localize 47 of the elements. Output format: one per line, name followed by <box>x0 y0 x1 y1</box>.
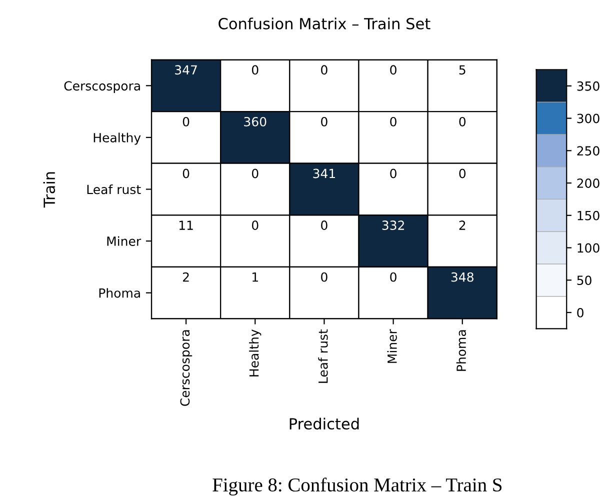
data-label: 0 <box>459 116 466 126</box>
data-label: 0 <box>321 220 328 230</box>
data-label: 0 <box>182 116 190 126</box>
data-label: 5 <box>459 65 466 75</box>
y-tick-label: Cerscospora <box>64 81 140 94</box>
data-label: 341 <box>313 168 335 178</box>
data-label: 0 <box>459 168 466 178</box>
data-label: 0 <box>390 65 396 75</box>
color-bar-label: 100 <box>578 243 600 253</box>
x-axis-title: Predicted <box>290 418 359 430</box>
x-tick-label: Healthy <box>249 330 262 376</box>
data-label: 0 <box>252 168 258 178</box>
chart-title: Confusion Matrix – Train Set <box>218 18 430 30</box>
x-tick-label: Cerscospora <box>180 330 192 406</box>
y-axis-title: Train <box>43 172 56 208</box>
color-bar-label: 300 <box>577 114 600 124</box>
y-tick-label: Leaf rust <box>87 184 141 194</box>
x-tick-label: Phoma <box>456 330 466 371</box>
data-label: 1 <box>252 272 258 282</box>
data-label: 0 <box>321 272 328 282</box>
color-bar-label: 50 <box>577 276 592 286</box>
x-tick-label: Miner <box>387 329 397 363</box>
data-label: 360 <box>244 116 266 126</box>
color-bar-label: 150 <box>578 210 600 220</box>
data-label: 332 <box>382 220 404 230</box>
x-tick-label: Leaf rust <box>318 329 328 383</box>
y-tick-label: Phoma <box>99 288 140 298</box>
data-label: 2 <box>459 220 466 230</box>
data-label: 0 <box>321 116 328 126</box>
data-label: 0 <box>390 272 396 282</box>
caption: Figure 8: Confusion Matrix – Train S <box>212 478 502 496</box>
data-label: 0 <box>390 116 396 126</box>
y-tick-label: Miner <box>107 236 142 246</box>
color-bar-label: 350 <box>577 81 600 91</box>
data-label: 11 <box>179 220 193 230</box>
data-label: 0 <box>252 220 258 230</box>
y-tick-label: Healthy <box>94 132 141 145</box>
data-label: 0 <box>321 65 328 75</box>
data-label: 348 <box>451 272 474 282</box>
data-label: 0 <box>252 65 258 75</box>
color-bar-label: 200 <box>577 178 600 188</box>
data-label: 0 <box>182 168 190 178</box>
color-bar-label: 250 <box>577 146 600 156</box>
data-label: 2 <box>182 272 189 282</box>
data-label: 0 <box>390 168 396 178</box>
data-label: 347 <box>175 65 197 75</box>
color-bar-label: 0 <box>577 308 584 318</box>
